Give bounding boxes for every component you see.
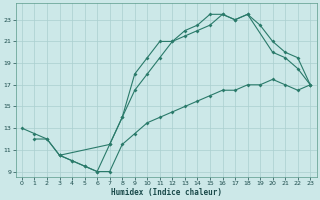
- X-axis label: Humidex (Indice chaleur): Humidex (Indice chaleur): [111, 188, 221, 197]
